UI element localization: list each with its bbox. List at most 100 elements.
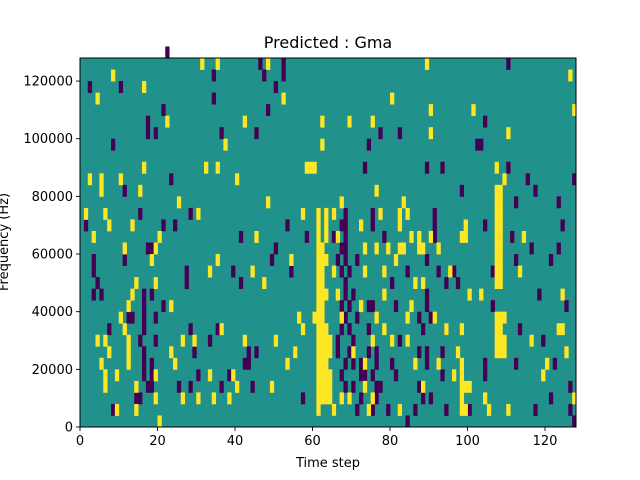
heatmap-cell-high <box>328 346 333 359</box>
heatmap-cell-low <box>428 311 434 324</box>
heatmap-cell-low <box>424 357 430 370</box>
heatmap-cell-high <box>397 219 403 232</box>
heatmap-cell-high <box>173 357 178 370</box>
heatmap-cell-high <box>502 346 507 359</box>
heatmap-cell-high <box>207 369 213 382</box>
heatmap-cell-low <box>417 346 422 359</box>
heatmap-cell-high <box>428 104 434 117</box>
heatmap-cell-high <box>374 242 379 255</box>
heatmap-cell-high <box>316 380 321 393</box>
heatmap-cell-high <box>506 403 511 416</box>
heatmap-cell-high <box>362 357 368 370</box>
heatmap-cell-high <box>316 230 321 243</box>
heatmap-cell-high <box>359 300 364 313</box>
heatmap-cell-high <box>122 323 127 336</box>
x-axis: 0 20 40 60 80 100 120 <box>76 427 557 449</box>
heatmap-cell-high <box>328 392 333 405</box>
heatmap-cell-low <box>444 277 449 290</box>
heatmap-cell-high <box>320 334 325 347</box>
heatmap-cell-low <box>219 127 224 140</box>
heatmap-cell-high <box>382 323 387 336</box>
heatmap-cell-high <box>421 277 426 290</box>
heatmap-cell-low <box>188 380 193 393</box>
heatmap-cell-high <box>393 254 399 266</box>
heatmap-cell-low <box>405 265 410 278</box>
heatmap-cell-low <box>281 58 286 70</box>
heatmap-cell-high <box>324 288 329 301</box>
heatmap-cell-low <box>393 369 399 382</box>
heatmap-cell-low <box>351 288 356 301</box>
heatmap-cell-high <box>347 392 352 405</box>
heatmap-cell-high <box>103 380 108 393</box>
heatmap-cell-low <box>455 277 461 290</box>
heatmap-cell-low <box>343 311 348 324</box>
heatmap-cell-high <box>436 357 441 370</box>
heatmap-cell-low <box>91 265 96 278</box>
heatmap-cell-low <box>374 357 379 370</box>
heatmap-cell-high <box>471 104 476 117</box>
heatmap-cell-low <box>560 219 565 232</box>
heatmap-cell-high <box>401 196 406 209</box>
heatmap-cell-low <box>525 173 530 186</box>
heatmap-cell-low <box>165 46 170 59</box>
heatmap-cell-high <box>122 242 127 255</box>
heatmap-cell-low <box>359 369 364 382</box>
heatmap-cell-high <box>401 242 406 255</box>
heatmap-cell-low <box>142 323 147 336</box>
heatmap-cell-low <box>169 173 174 186</box>
heatmap-cell-low <box>362 369 368 382</box>
heatmap-cell-high <box>231 369 236 382</box>
heatmap-cell-high <box>459 380 465 393</box>
heatmap-cell-low <box>405 415 410 428</box>
y-tick-label: 80000 <box>32 190 73 205</box>
heatmap-cell-high <box>502 334 507 347</box>
heatmap-cell-high <box>417 242 422 255</box>
heatmap-cell-low <box>161 219 166 232</box>
heatmap-cell-low <box>142 369 147 382</box>
heatmap-cell-low <box>149 380 155 393</box>
heatmap-cell-low <box>347 265 352 278</box>
heatmap-cell-high <box>134 277 139 290</box>
heatmap-cell-low <box>343 254 348 266</box>
heatmap-cell-high <box>320 300 325 313</box>
heatmap-cell-high <box>316 277 321 290</box>
heatmap-cell-high <box>153 392 158 405</box>
heatmap-cell-low <box>359 357 364 370</box>
heatmap-cell-low <box>421 323 426 336</box>
heatmap-cell-high <box>316 219 321 232</box>
heatmap-cell-high <box>494 207 499 220</box>
heatmap-cell-low <box>258 58 263 70</box>
heatmap-cell-low <box>91 288 96 301</box>
heatmap-cell-high <box>320 311 325 324</box>
heatmap-cell-high <box>320 115 325 128</box>
heatmap-cell-low <box>184 265 189 278</box>
heatmap-cell-high <box>494 161 499 174</box>
heatmap-cell-high <box>215 161 220 174</box>
heatmap-cell-high <box>498 277 503 290</box>
heatmap-cell-high <box>126 346 131 359</box>
heatmap-cell-high <box>386 242 391 255</box>
heatmap-cell-high <box>316 334 321 347</box>
heatmap-cell-high <box>266 196 271 209</box>
heatmap-cell-high <box>320 277 325 290</box>
heatmap-cell-high <box>103 334 108 347</box>
y-tick-label: 20000 <box>32 363 73 378</box>
heatmap-cell-low <box>483 115 488 128</box>
x-tick-label: 80 <box>382 434 399 449</box>
heatmap-cell-low <box>564 300 569 313</box>
heatmap-cell-high <box>331 207 337 220</box>
heatmap-cell-high <box>153 369 158 382</box>
heatmap-cell-high <box>316 242 321 255</box>
heatmap-cell-low <box>370 300 375 313</box>
heatmap-cell-low <box>266 104 271 117</box>
heatmap-cell-high <box>498 207 503 220</box>
heatmap-cell-low <box>347 300 352 313</box>
x-tick-label: 60 <box>304 434 321 449</box>
heatmap-cell-low <box>417 311 422 324</box>
heatmap-cell-low <box>366 346 372 359</box>
heatmap-cell-low <box>572 173 577 186</box>
heatmap-cell-low <box>475 138 480 151</box>
heatmap-cell-high <box>130 219 135 232</box>
y-axis: 0 20000 40000 60000 80000 100000 120000 <box>23 75 80 436</box>
heatmap-cell-low <box>238 230 244 243</box>
